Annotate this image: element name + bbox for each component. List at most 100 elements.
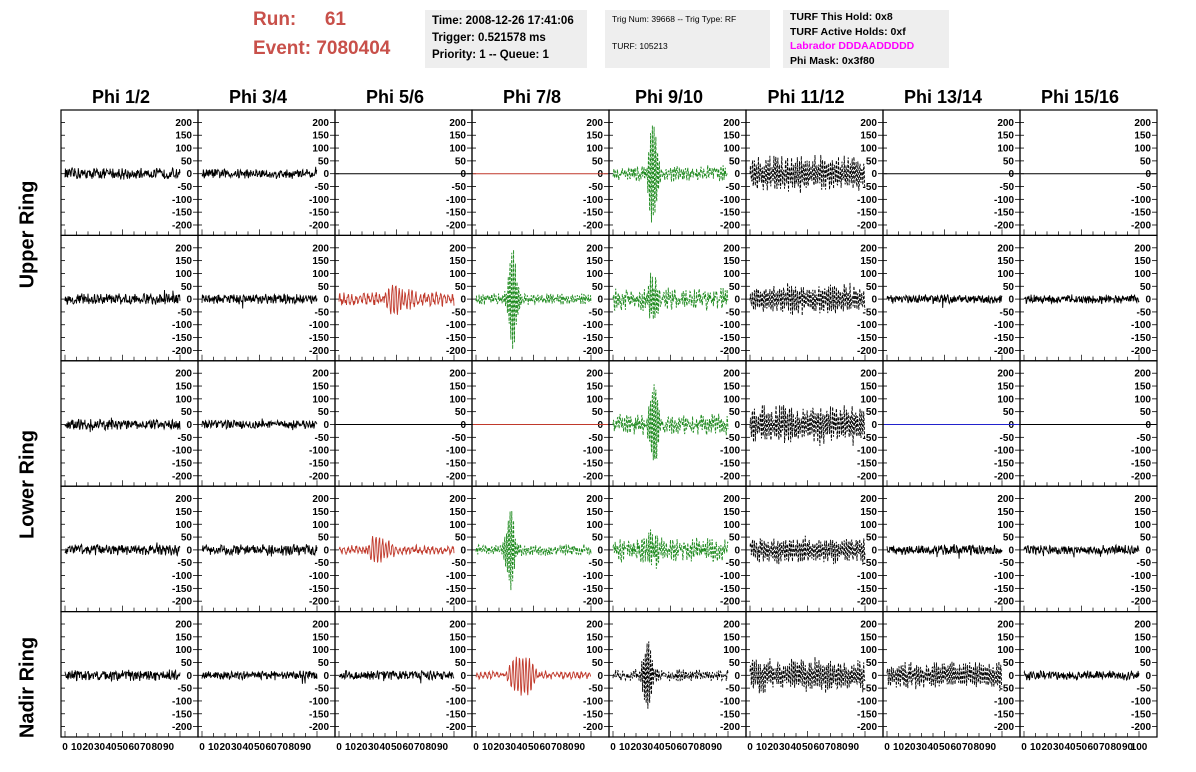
y-tick-label: -100 (309, 320, 329, 331)
x-tick-label: 30 (1053, 742, 1065, 753)
waveform-trace (338, 535, 455, 563)
y-tick-label: -200 (720, 597, 740, 608)
event-line: Event: 7080404 (253, 38, 390, 60)
y-tick-label: -50 (178, 433, 193, 444)
y-tick-label: -50 (863, 684, 878, 695)
y-tick-label: 50 (318, 658, 330, 669)
waveform-trace (201, 166, 318, 179)
y-tick-label: 150 (860, 507, 877, 518)
y-tick-label: -200 (309, 722, 329, 733)
y-tick-label: 50 (1140, 533, 1152, 544)
y-tick-label: -150 (446, 333, 466, 344)
y-tick-label: -50 (863, 433, 878, 444)
y-tick-label: -200 (720, 722, 740, 733)
y-tick-label: -150 (994, 208, 1014, 219)
panel-r2-c1: 200 150 100 50 0-50 -100 -150 -200 (60, 234, 199, 362)
time-info-box: Time: 2008-12-26 17:41:06 Trigger: 0.521… (425, 10, 587, 68)
y-tick-label: -100 (857, 571, 877, 582)
y-tick-label: 200 (1134, 620, 1151, 631)
phi-header-1: Phi 1/2 (91, 87, 151, 107)
y-tick-label: 0 (597, 295, 603, 306)
trigger-line: Trigger: 0.521578 ms (432, 32, 546, 44)
panel-r2-c3: 200 150 100 50 0-50 -100 -150 -200 (334, 234, 473, 362)
y-tick-label: -50 (178, 182, 193, 193)
x-tick-label: 10 (71, 742, 83, 753)
y-tick-label: 0 (734, 545, 740, 556)
waveform-trace (886, 544, 1003, 559)
y-tick-label: 50 (866, 282, 878, 293)
waveform-trace (201, 418, 318, 431)
y-tick-label: -100 (446, 195, 466, 206)
y-tick-label: -100 (1131, 320, 1151, 331)
x-tick-label: 20 (767, 742, 779, 753)
y-tick-label: -150 (720, 458, 740, 469)
y-tick-label: 100 (175, 520, 192, 531)
y-tick-label: 0 (1145, 545, 1151, 556)
y-tick-label: 100 (312, 520, 329, 531)
y-tick-label: 50 (592, 658, 604, 669)
y-tick-label: -150 (446, 709, 466, 720)
y-tick-label: 100 (586, 144, 603, 155)
phi-header-2: Phi 3/4 (228, 87, 288, 107)
x-tick-label: 50 (939, 742, 951, 753)
trig-info-box: Trig Num: 39668 -- Trig Type: RF TURF: 1… (605, 10, 770, 68)
y-tick-label: 100 (175, 394, 192, 405)
y-tick-label: -200 (994, 346, 1014, 357)
y-tick-label: -150 (857, 458, 877, 469)
y-tick-label: 200 (449, 118, 466, 129)
run-label: Run: (253, 9, 297, 30)
y-tick-label: 200 (586, 118, 603, 129)
y-tick-label: 150 (860, 632, 877, 643)
y-tick-label: 200 (312, 118, 329, 129)
y-tick-label: 200 (997, 118, 1014, 129)
y-tick-label: 100 (312, 144, 329, 155)
y-tick-label: 100 (997, 520, 1014, 531)
y-tick-label: 150 (723, 382, 740, 393)
y-tick-label: 150 (449, 632, 466, 643)
y-tick-label: -100 (583, 571, 603, 582)
y-tick-label: -50 (178, 558, 193, 569)
y-tick-label: 150 (175, 382, 192, 393)
waveform-trace (475, 510, 592, 591)
y-tick-label: 0 (597, 169, 603, 180)
y-tick-label: 0 (323, 671, 329, 682)
y-tick-label: 100 (586, 394, 603, 405)
y-tick-label: 150 (997, 507, 1014, 518)
y-tick-label: 150 (312, 632, 329, 643)
y-tick-label: 50 (1140, 282, 1152, 293)
y-tick-label: -200 (583, 220, 603, 231)
y-tick-label: -50 (452, 307, 467, 318)
x-tick-label: 70 (414, 742, 426, 753)
y-tick-label: 100 (312, 394, 329, 405)
y-tick-label: -100 (309, 571, 329, 582)
y-tick-label: -50 (1000, 307, 1015, 318)
x-tick-label: 30 (505, 742, 517, 753)
y-tick-label: 0 (1145, 295, 1151, 306)
y-tick-label: -100 (720, 195, 740, 206)
y-tick-label: -150 (309, 709, 329, 720)
y-tick-label: -150 (994, 584, 1014, 595)
x-tick-label: 40 (1064, 742, 1076, 753)
y-tick-label: 150 (449, 131, 466, 142)
x-tick-label: 90 (574, 742, 586, 753)
panel-r4-c6: 200 150 100 500 -50 -100 -150 -200 (745, 485, 884, 613)
y-tick-label: 50 (1003, 407, 1015, 418)
trig-num-line: Trig Num: 39668 -- Trig Type: RF (612, 14, 737, 24)
waveform-trace (1023, 543, 1140, 558)
y-tick-label: -200 (857, 220, 877, 231)
y-tick-label: 50 (318, 407, 330, 418)
y-tick-label: 0 (1145, 169, 1151, 180)
y-tick-label: 150 (175, 507, 192, 518)
x-tick-label: 40 (379, 742, 391, 753)
y-tick-label: -50 (452, 684, 467, 695)
y-tick-label: 100 (997, 394, 1014, 405)
y-tick-label: 0 (871, 420, 877, 431)
y-tick-label: -150 (172, 208, 192, 219)
y-tick-label: -50 (589, 307, 604, 318)
y-tick-label: -50 (1000, 558, 1015, 569)
